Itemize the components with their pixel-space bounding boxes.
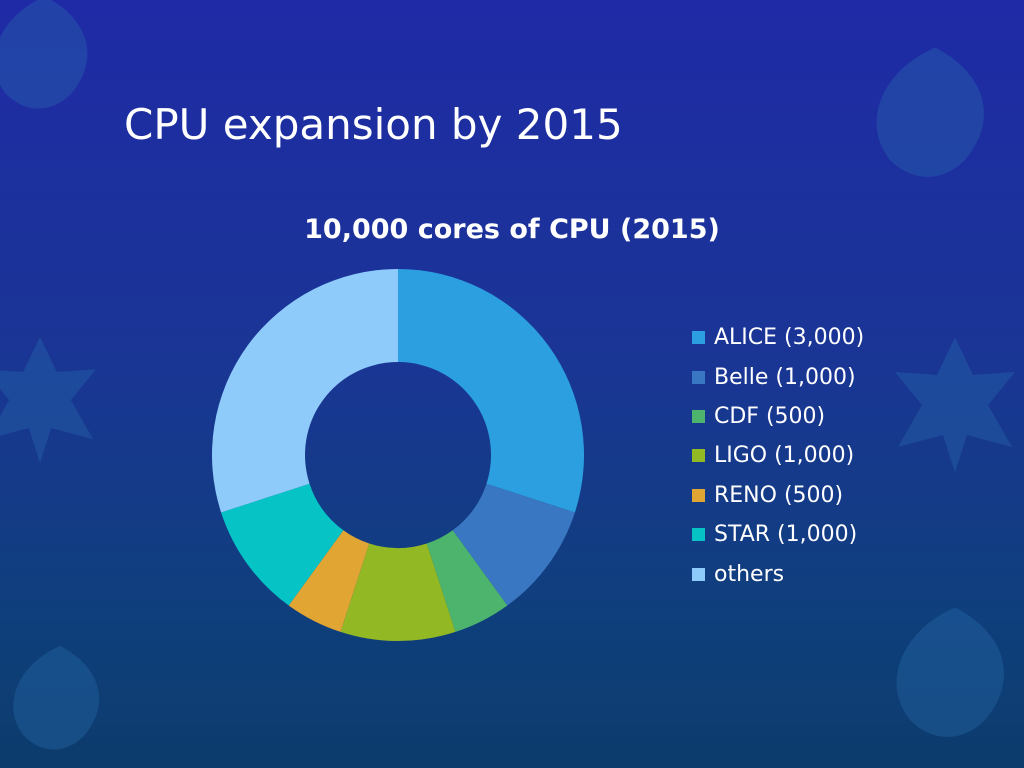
- slide-title: CPU expansion by 2015: [124, 100, 623, 149]
- leaf-decoration-right-mid: [895, 337, 1015, 473]
- legend-item-star: STAR (1,000): [692, 515, 864, 554]
- legend-label: STAR (1,000): [714, 522, 858, 548]
- leaf-decoration-left-mid: [0, 337, 96, 463]
- donut-chart: [211, 269, 584, 641]
- leaf-decoration-top-left: [0, 0, 88, 109]
- leaf-decoration-top-right: [876, 47, 984, 177]
- donut-slice-cdf: [426, 530, 508, 632]
- legend-item-alice: ALICE (3,000): [692, 318, 864, 357]
- legend-swatch: [692, 488, 705, 502]
- donut-slice-star: [221, 483, 344, 606]
- donut-slice-belle: [452, 483, 575, 606]
- legend-item-cdf: CDF (500): [692, 397, 864, 436]
- chart-title: 10,000 cores of CPU (2015): [304, 214, 720, 245]
- legend-swatch: [692, 567, 705, 581]
- legend-swatch: [692, 370, 705, 384]
- legend-swatch: [692, 331, 705, 345]
- legend-label: ALICE (3,000): [714, 325, 865, 351]
- leaf-decoration-bottom-left: [13, 646, 100, 750]
- legend-item-others: others: [692, 554, 864, 593]
- chart-legend: ALICE (3,000) Belle (1,000) CDF (500) LIGO …: [692, 318, 864, 594]
- legend-swatch: [692, 528, 705, 542]
- legend-label: LIGO (1,000): [714, 443, 855, 469]
- legend-swatch: [692, 409, 705, 423]
- legend-item-ligo: LIGO (1,000): [692, 436, 864, 475]
- legend-swatch: [692, 449, 705, 463]
- donut-slice-ligo: [340, 543, 456, 641]
- legend-label: Belle (1,000): [714, 364, 856, 390]
- legend-label: RENO (500): [714, 482, 844, 508]
- legend-label: CDF (500): [714, 403, 826, 429]
- donut-slice-reno: [288, 530, 370, 632]
- leaf-decoration-bottom-right: [896, 607, 1004, 737]
- legend-item-belle: Belle (1,000): [692, 357, 864, 396]
- donut-slice-others: [211, 269, 398, 513]
- legend-item-reno: RENO (500): [692, 476, 864, 515]
- legend-label: others: [714, 561, 785, 587]
- donut-slice-alice: [398, 269, 584, 513]
